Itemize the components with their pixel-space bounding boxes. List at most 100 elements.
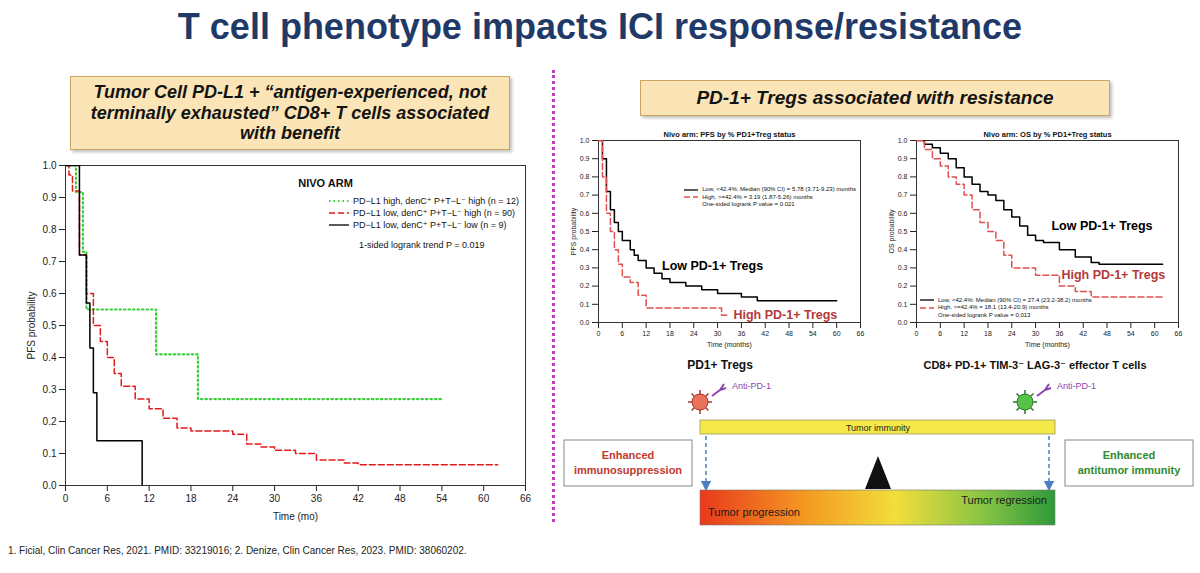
svg-text:0.4: 0.4 — [43, 352, 57, 363]
svg-text:54: 54 — [1127, 330, 1135, 337]
svg-text:0: 0 — [597, 330, 601, 337]
svg-text:60: 60 — [1151, 330, 1159, 337]
svg-text:6: 6 — [105, 493, 111, 504]
svg-text:0.3: 0.3 — [898, 264, 908, 271]
svg-text:60: 60 — [478, 493, 490, 504]
svg-text:0.5: 0.5 — [43, 320, 57, 331]
svg-text:42: 42 — [353, 493, 365, 504]
svg-text:0.4: 0.4 — [580, 246, 590, 253]
svg-text:36: 36 — [738, 330, 746, 337]
svg-text:0.6: 0.6 — [43, 288, 57, 299]
svg-text:Low PD-1+ Tregs: Low PD-1+ Tregs — [662, 259, 763, 273]
svg-text:18: 18 — [666, 330, 674, 337]
svg-text:66: 66 — [520, 493, 532, 504]
html-text:PD−L1 high, denC⁺ P+T−L⁻ high: PD−L1 high, denC⁺ P+T−L⁻ high (n = 12) — [352, 196, 519, 206]
html-text:Tumor Cell PD-L1 + “antigen-ex: Tumor Cell PD-L1 + “antigen-experienced,… — [90, 82, 490, 144]
svg-text:42: 42 — [1079, 330, 1087, 337]
html-text:T cell phenotype impacts ICI r: T cell phenotype impacts ICI response/re… — [177, 6, 1023, 47]
svg-text:54: 54 — [809, 330, 817, 337]
svg-text:24: 24 — [1008, 330, 1016, 337]
svg-text:48: 48 — [1103, 330, 1111, 337]
svg-text:24: 24 — [227, 493, 239, 504]
html-text:PD−L1 low, denC⁺ P+T−L⁻ low (n: PD−L1 low, denC⁺ P+T−L⁻ low (n = 9) — [352, 220, 507, 230]
svg-text:30: 30 — [714, 330, 722, 337]
svg-text:36: 36 — [311, 493, 323, 504]
svg-text:0.5: 0.5 — [898, 228, 908, 235]
svg-text:36: 36 — [1056, 330, 1064, 337]
svg-text:0.1: 0.1 — [43, 448, 57, 459]
svg-text:1.0: 1.0 — [898, 137, 908, 144]
svg-text:12: 12 — [960, 330, 968, 337]
svg-text:0.7: 0.7 — [580, 191, 590, 198]
svg-text:0.9: 0.9 — [580, 155, 590, 162]
svg-text:0: 0 — [915, 330, 919, 337]
svg-text:0.7: 0.7 — [898, 191, 908, 198]
html-text:PD-1+ Tregs associated with re: PD-1+ Tregs associated with resistance — [696, 87, 1054, 108]
svg-text:0.2: 0.2 — [43, 416, 57, 427]
svg-text:0.0: 0.0 — [580, 319, 590, 326]
svg-text:66: 66 — [1175, 330, 1183, 337]
svg-text:0.2: 0.2 — [898, 282, 908, 289]
svg-text:30: 30 — [269, 493, 281, 504]
svg-text:0.7: 0.7 — [43, 256, 57, 267]
svg-text:6: 6 — [938, 330, 942, 337]
svg-text:0.4: 0.4 — [898, 246, 908, 253]
svg-text:Tumor progression: Tumor progression — [708, 506, 800, 518]
svg-text:0.0: 0.0 — [898, 319, 908, 326]
svg-text:0.1: 0.1 — [898, 301, 908, 308]
svg-text:PFS probability: PFS probability — [26, 292, 37, 360]
svg-text:0.5: 0.5 — [580, 228, 590, 235]
svg-text:18: 18 — [984, 330, 992, 337]
svg-text:PD1+ Tregs: PD1+ Tregs — [687, 358, 753, 372]
svg-text:1.0: 1.0 — [580, 137, 590, 144]
svg-text:24: 24 — [690, 330, 698, 337]
svg-text:Enhanced: Enhanced — [602, 449, 655, 461]
svg-text:30: 30 — [1032, 330, 1040, 337]
svg-text:0.8: 0.8 — [898, 173, 908, 180]
svg-text:0.6: 0.6 — [580, 210, 590, 217]
svg-text:Anti-PD-1: Anti-PD-1 — [732, 381, 771, 391]
svg-text:Time (months): Time (months) — [707, 341, 752, 349]
html-text:PD−L1 low, denC⁺ P+T−L⁻ high (: PD−L1 low, denC⁺ P+T−L⁻ high (n = 90) — [352, 208, 515, 218]
svg-text:6: 6 — [620, 330, 624, 337]
svg-text:Tumor regression: Tumor regression — [961, 494, 1047, 506]
svg-text:0.2: 0.2 — [580, 282, 590, 289]
svg-text:0: 0 — [63, 493, 69, 504]
svg-text:Anti-PD-1: Anti-PD-1 — [1057, 381, 1096, 391]
svg-text:1.0: 1.0 — [43, 160, 57, 171]
svg-text:immunosuppression: immunosuppression — [574, 464, 682, 476]
svg-text:Time (months): Time (months) — [1025, 341, 1070, 349]
html-text:1. Ficial, Clin Cancer Res, 20: 1. Ficial, Clin Cancer Res, 2021. PMID: … — [8, 545, 467, 556]
svg-text:60: 60 — [833, 330, 841, 337]
svg-text:OS probability: OS probability — [888, 209, 896, 253]
svg-text:High PD-1+ Tregs: High PD-1+ Tregs — [1061, 268, 1165, 282]
svg-text:0.3: 0.3 — [43, 384, 57, 395]
svg-text:42: 42 — [761, 330, 769, 337]
svg-text:54: 54 — [436, 493, 448, 504]
svg-text:12: 12 — [642, 330, 650, 337]
svg-text:0.0: 0.0 — [43, 480, 57, 491]
svg-text:Time (mo): Time (mo) — [273, 511, 318, 522]
svg-text:High PD-1+ Tregs: High PD-1+ Tregs — [733, 308, 837, 322]
svg-text:0.1: 0.1 — [580, 301, 590, 308]
svg-text:Nivo arm: OS by % PD1+Treg sta: Nivo arm: OS by % PD1+Treg status — [983, 130, 1111, 139]
svg-text:PFS probability: PFS probability — [570, 207, 578, 255]
svg-text:Nivo arm: PFS by % PD1+Treg st: Nivo arm: PFS by % PD1+Treg status — [664, 130, 796, 139]
svg-text:Enhanced: Enhanced — [1103, 449, 1156, 461]
svg-text:12: 12 — [144, 493, 156, 504]
svg-text:antitumor immunity: antitumor immunity — [1078, 464, 1182, 476]
svg-text:Tumor immunity: Tumor immunity — [846, 423, 911, 433]
svg-text:NIVO ARM: NIVO ARM — [298, 177, 353, 189]
svg-text:48: 48 — [785, 330, 793, 337]
svg-text:0.8: 0.8 — [43, 224, 57, 235]
svg-text:48: 48 — [394, 493, 406, 504]
svg-text:CD8+ PD-1+ TIM-3⁻ LAG-3⁻ effec: CD8+ PD-1+ TIM-3⁻ LAG-3⁻ effector T cell… — [923, 359, 1146, 371]
svg-text:66: 66 — [857, 330, 865, 337]
svg-text:18: 18 — [185, 493, 197, 504]
svg-text:0.8: 0.8 — [580, 173, 590, 180]
svg-text:0.9: 0.9 — [898, 155, 908, 162]
svg-text:0.9: 0.9 — [43, 192, 57, 203]
svg-text:0.6: 0.6 — [898, 210, 908, 217]
svg-text:0.3: 0.3 — [580, 264, 590, 271]
svg-text:Low PD-1+ Tregs: Low PD-1+ Tregs — [1051, 219, 1152, 233]
